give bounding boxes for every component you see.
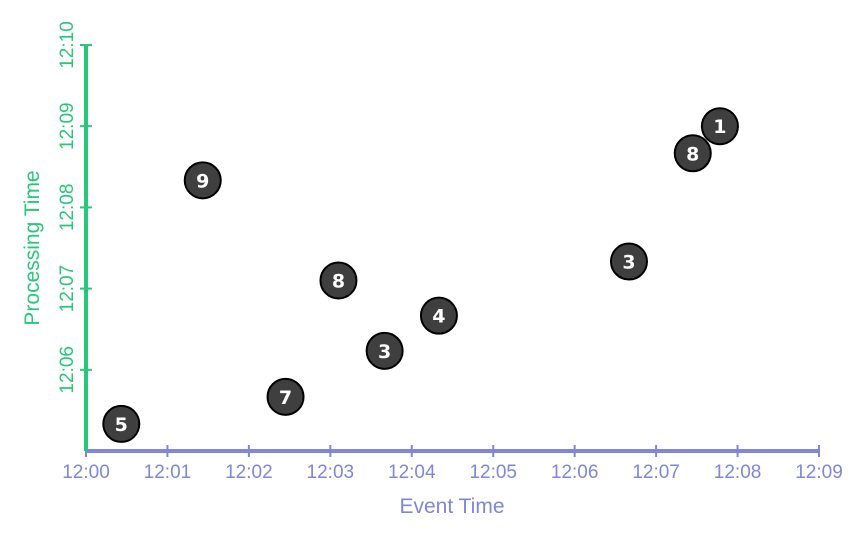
x-tick-label: 12:03	[307, 462, 355, 483]
x-tick-label: 12:01	[144, 462, 192, 483]
data-point-marker	[609, 242, 648, 281]
y-tick-label: 12:10	[57, 21, 78, 69]
data-point: 1	[700, 107, 739, 146]
data-point: 5	[102, 404, 141, 443]
data-point-label: 1	[713, 116, 726, 138]
data-point: 4	[419, 296, 458, 335]
data-point-label: 5	[115, 414, 128, 436]
y-axis-title: Processing Time	[21, 170, 44, 325]
x-tick-label: 12:08	[714, 462, 762, 483]
data-point: 7	[266, 377, 305, 416]
y-axis: 12:06 12:07 12:08 12:09 12:10	[57, 21, 92, 451]
data-point: 9	[183, 161, 222, 200]
data-point: 8	[319, 261, 358, 300]
y-tick-label: 12:08	[57, 184, 78, 232]
data-point-marker	[266, 377, 305, 416]
data-point-label: 7	[279, 387, 292, 409]
data-point-label: 3	[622, 252, 635, 274]
y-tick-label: 12:09	[57, 102, 78, 150]
data-point-label: 4	[432, 306, 445, 328]
data-point-marker	[419, 296, 458, 335]
data-point: 3	[609, 242, 648, 281]
x-tick-label: 12:06	[551, 462, 599, 483]
data-point-marker	[365, 331, 404, 370]
x-tick-label: 12:00	[62, 462, 110, 483]
data-point: 8	[673, 134, 712, 173]
x-tick-label: 12:07	[632, 462, 680, 483]
data-point-marker	[700, 107, 739, 146]
data-point-marker	[102, 404, 141, 443]
data-point-label: 3	[378, 341, 391, 363]
x-axis: 12:00 12:01 12:02 12:03 12:04 12:05 12:06 12:07…	[62, 445, 843, 483]
y-tick-label: 12:06	[57, 346, 78, 394]
data-point-marker	[183, 161, 222, 200]
x-tick-label: 12:09	[795, 462, 843, 483]
data-point-label: 8	[332, 270, 345, 292]
x-axis-title: Event Time	[399, 495, 504, 518]
x-tick-label: 12:04	[388, 462, 436, 483]
data-point-marker	[673, 134, 712, 173]
data-point-label: 9	[196, 170, 209, 192]
y-tick-label: 12:07	[57, 265, 78, 313]
x-tick-label: 12:02	[225, 462, 273, 483]
data-point-marker	[319, 261, 358, 300]
data-point: 3	[365, 331, 404, 370]
x-tick-label: 12:05	[469, 462, 517, 483]
data-point-label: 8	[686, 143, 699, 165]
